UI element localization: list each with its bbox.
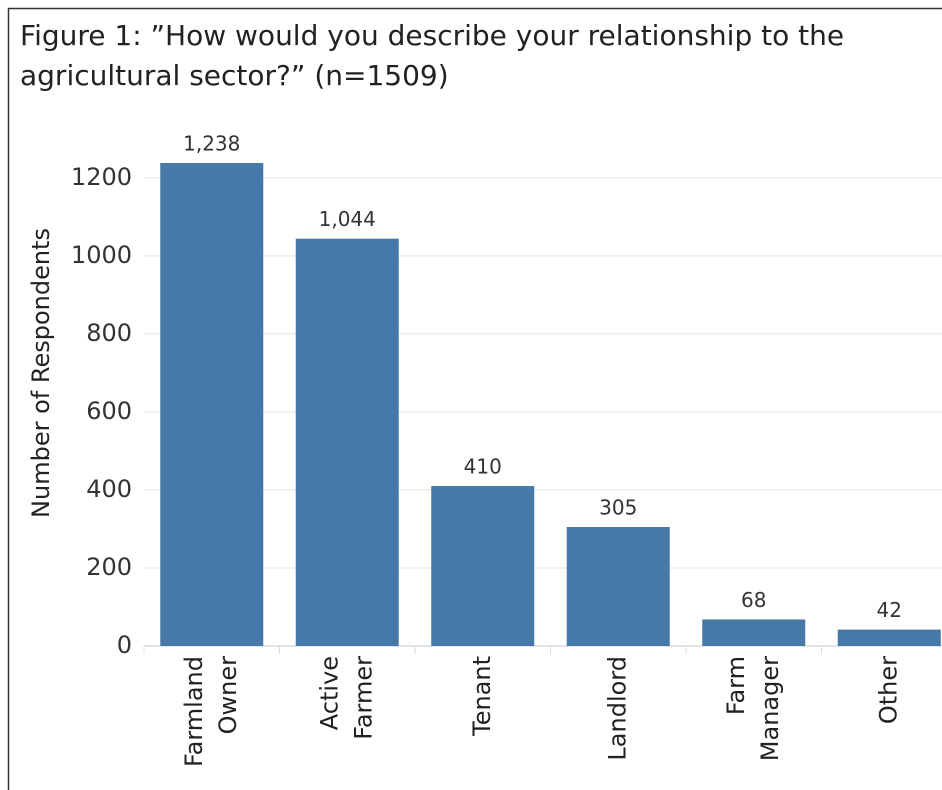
y-tick-label: 200 — [86, 553, 132, 581]
bar — [295, 238, 399, 646]
y-tick-label: 600 — [86, 397, 132, 425]
bar — [160, 162, 264, 646]
value-label: 410 — [464, 455, 502, 479]
value-label: 42 — [877, 598, 902, 622]
x-tick-label: Tenant — [468, 656, 496, 737]
chart-title: Figure 1: ”How would you describe your r… — [20, 19, 844, 52]
value-label: 68 — [741, 588, 766, 612]
x-tick-label: Active — [315, 656, 343, 730]
y-tick-label: 1200 — [71, 163, 132, 191]
bar — [566, 527, 670, 646]
x-tick-label: Landlord — [603, 656, 631, 761]
bar — [837, 629, 941, 646]
chart-title: agricultural sector?” (n=1509) — [20, 59, 449, 92]
y-tick-label: 800 — [86, 319, 132, 347]
bar — [431, 486, 535, 646]
y-axis-label: Number of Respondents — [27, 228, 55, 518]
frame — [7, 7, 942, 790]
value-label: 1,044 — [319, 207, 376, 231]
x-tick-label: Farm — [722, 656, 750, 715]
value-label: 1,238 — [183, 131, 240, 155]
x-tick-label: Farmer — [349, 656, 377, 740]
x-tick-label: Manager — [756, 656, 784, 761]
x-tick-label: Other — [874, 656, 902, 724]
y-tick-label: 1000 — [71, 241, 132, 269]
value-label: 305 — [599, 496, 637, 520]
x-tick-label: Owner — [214, 656, 242, 734]
x-tick-label: Farmland — [180, 656, 208, 767]
y-tick-label: 400 — [86, 475, 132, 503]
bar — [702, 619, 806, 646]
y-tick-label: 0 — [117, 631, 132, 659]
